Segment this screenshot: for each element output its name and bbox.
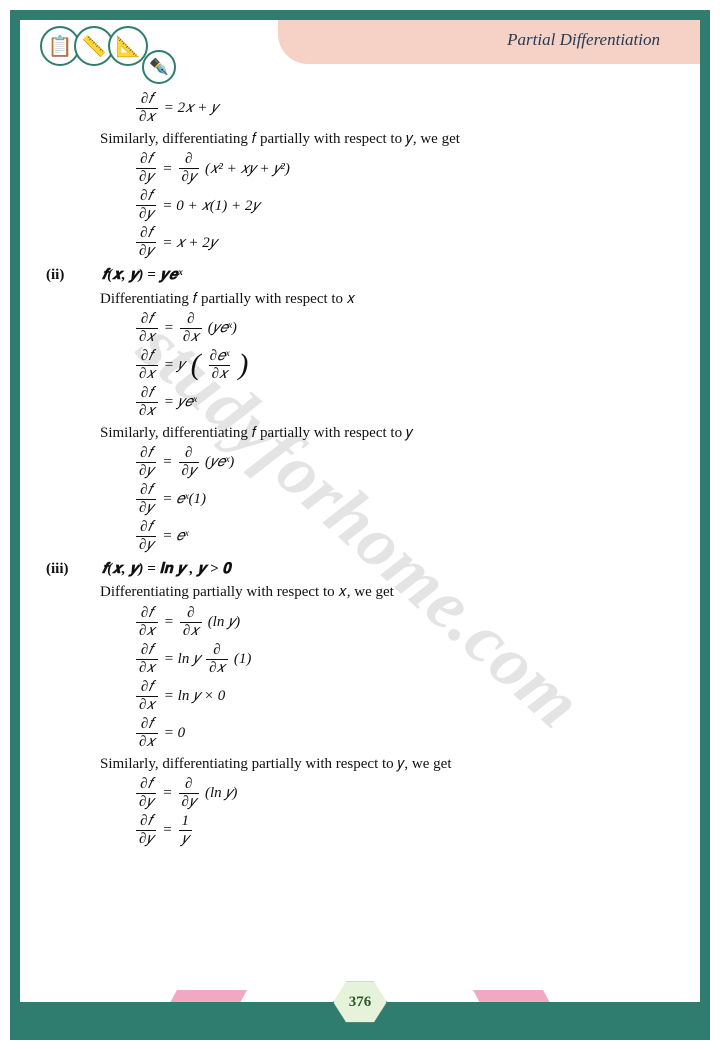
equation: ∂𝑓∂𝑦 = ∂∂𝑦 (𝑥² + 𝑥𝑦 + 𝑦²) (136, 152, 674, 185)
equation: ∂𝑓∂𝑥 = ln 𝑦 × 0 (136, 680, 674, 713)
problem-number: (ii) (46, 265, 90, 285)
problem-function: 𝒇(𝒙, 𝒚) = 𝐥𝐧 𝒚 , 𝒚 > 𝟎 (102, 559, 231, 579)
equation: ∂𝑓∂𝑦 = 𝑒ˣ(1) (136, 483, 674, 516)
problem-heading: (ii) 𝒇(𝒙, 𝒚) = 𝒚𝒆ˣ (46, 265, 674, 285)
equation: ∂𝑓∂𝑥 = 𝑦𝑒ˣ (136, 386, 674, 419)
equation: ∂𝑓∂𝑦 = ∂∂𝑦 (𝑦𝑒ˣ) (136, 446, 674, 479)
text-line: Differentiating partially with respect t… (100, 582, 674, 602)
equation: ∂𝑓∂𝑦 = 𝑒ˣ (136, 520, 674, 553)
equation: ∂𝑓∂𝑦 = 1𝑦 (136, 814, 674, 847)
equation: ∂𝑓∂𝑥 = ln 𝑦 ∂∂𝑥 (1) (136, 643, 674, 676)
equation: ∂𝑓∂𝑦 = 𝑥 + 2𝑦 (136, 226, 674, 259)
page-number: 376 (332, 980, 388, 1024)
triangle-icon: 📐 (108, 26, 148, 66)
equation: ∂𝑓∂𝑦 = ∂∂𝑦 (ln 𝑦) (136, 777, 674, 810)
page-frame: Partial Differentiation 📋 📏 📐 ✒️ studyfo… (10, 10, 710, 1040)
text-line: Similarly, differentiating 𝑓 partially w… (100, 129, 674, 149)
problem-function: 𝒇(𝒙, 𝒚) = 𝒚𝒆ˣ (102, 265, 183, 285)
problem-heading: (iii) 𝒇(𝒙, 𝒚) = 𝐥𝐧 𝒚 , 𝒚 > 𝟎 (46, 559, 674, 579)
problem-number: (iii) (46, 559, 90, 579)
text-line: Similarly, differentiating 𝑓 partially w… (100, 423, 674, 443)
equation: ∂𝑓∂𝑥 = 0 (136, 717, 674, 750)
equation: ∂𝑓∂𝑦 = 0 + 𝑥(1) + 2𝑦 (136, 189, 674, 222)
text-line: Similarly, differentiating partially wit… (100, 754, 674, 774)
page-number-badge: 376 (332, 980, 388, 1024)
icon-row: 📋 📏 📐 ✒️ (40, 26, 170, 84)
page-content: ∂𝑓∂𝑥 = 2𝑥 + 𝑦 Similarly, differentiating… (46, 92, 674, 851)
equation: ∂𝑓∂𝑥 = ∂∂𝑥 (𝑦𝑒ˣ) (136, 312, 674, 345)
chapter-title: Partial Differentiation (507, 30, 660, 50)
text-line: Differentiating 𝑓 partially with respect… (100, 289, 674, 309)
equation: ∂𝑓∂𝑥 = ∂∂𝑥 (ln 𝑦) (136, 606, 674, 639)
equation: ∂𝑓∂𝑥 = 2𝑥 + 𝑦 (136, 92, 674, 125)
compass-icon: ✒️ (142, 50, 176, 84)
equation: ∂𝑓∂𝑥 = 𝑦 ( ∂𝑒ˣ∂𝑥 ) (136, 349, 674, 382)
